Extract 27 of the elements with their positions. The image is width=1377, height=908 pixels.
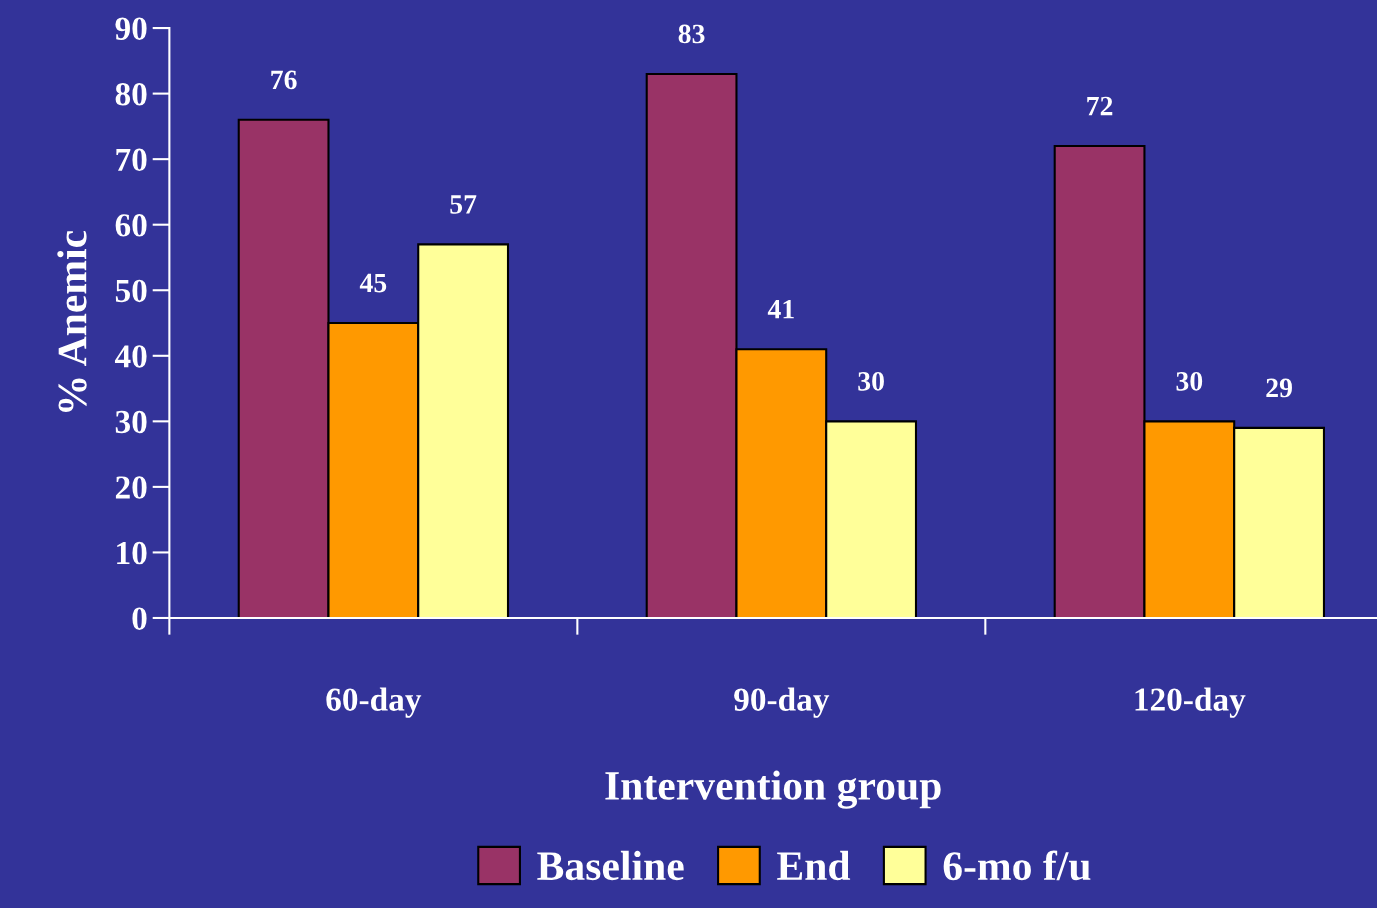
data-label: 76 bbox=[271, 70, 297, 90]
data-label: 29 bbox=[1266, 378, 1292, 398]
data-label: 72 bbox=[1087, 96, 1113, 116]
x-tick-label: 90-day bbox=[734, 687, 830, 718]
y-tick-label: 50 bbox=[115, 279, 147, 303]
legend-label: Baseline bbox=[537, 850, 684, 881]
data-label: 45 bbox=[359, 273, 387, 293]
y-tick-label: 90 bbox=[115, 17, 147, 40]
legend-label: End bbox=[777, 850, 851, 881]
data-label: 30 bbox=[858, 371, 884, 391]
data-label: 41 bbox=[767, 299, 794, 319]
y-tick-label: 30 bbox=[115, 410, 147, 434]
data-label: 30 bbox=[1176, 371, 1203, 391]
legend-label: 6-mo f/u bbox=[943, 850, 1091, 881]
x-tick-label: 120-day bbox=[1135, 687, 1246, 718]
data-label: 57 bbox=[450, 195, 477, 214]
y-axis-title: % Anemic bbox=[57, 230, 87, 412]
y-tick-label: 80 bbox=[115, 83, 147, 106]
y-tick-label: 70 bbox=[116, 148, 147, 172]
y-tick-label: 10 bbox=[117, 541, 147, 565]
y-tick-label: 60 bbox=[115, 214, 147, 237]
y-tick-label: 0 bbox=[132, 607, 147, 630]
data-label: 83 bbox=[678, 24, 705, 44]
x-tick-label: 60-day bbox=[326, 687, 422, 718]
y-tick-label: 20 bbox=[115, 476, 147, 499]
y-tick-label: 40 bbox=[114, 345, 147, 368]
x-axis-title: Intervention group bbox=[605, 770, 941, 809]
